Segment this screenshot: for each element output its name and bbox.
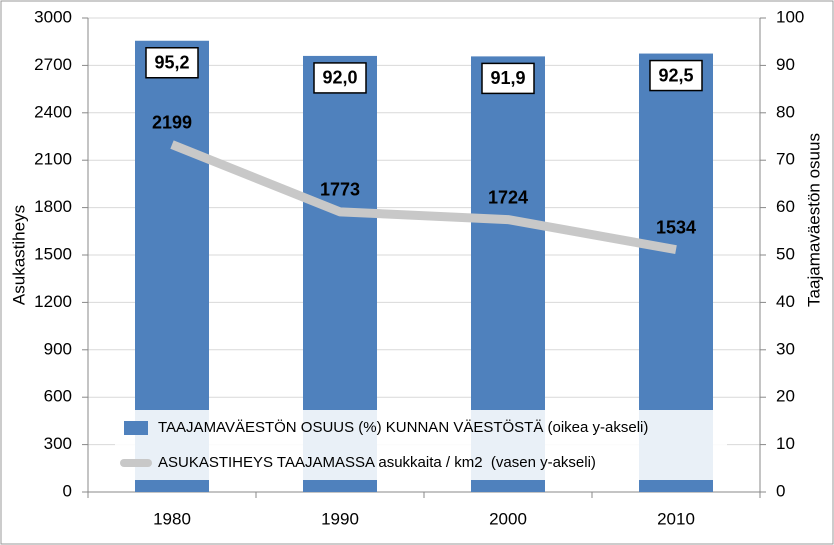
legend-box — [115, 410, 727, 480]
x-tick-label: 1980 — [153, 509, 191, 528]
x-tick-label: 2000 — [489, 509, 527, 528]
y-tick-label: 300 — [44, 434, 72, 453]
y-tick-label: 2400 — [34, 102, 72, 121]
y-tick-label: 1200 — [34, 292, 72, 311]
value-label: 2199 — [152, 112, 192, 132]
value-label-box — [649, 59, 703, 92]
value-label: 1534 — [656, 217, 696, 237]
y2-tick-label: 100 — [776, 7, 804, 26]
legend-label: TAAJAMAVÄESTÖN OSUUS (%) KUNNAN VÄESTÖST… — [158, 418, 648, 436]
y-tick-label: 900 — [44, 339, 72, 358]
line — [170, 140, 677, 255]
legend-marker — [124, 421, 148, 435]
y2-tick-label: 20 — [776, 387, 795, 406]
value-label: 1773 — [320, 180, 360, 200]
y-tick-label: 3000 — [34, 7, 72, 26]
y2-tick-label: 50 — [776, 244, 795, 263]
y2-tick-label: 90 — [776, 55, 795, 74]
y-tick-label: 2100 — [34, 150, 72, 169]
y2-tick-label: 30 — [776, 339, 795, 358]
y2-axis-title: Taajamaväestön osuus — [804, 133, 823, 307]
value-label: 1724 — [488, 187, 528, 207]
value-label-box — [313, 62, 367, 94]
legend-label: ASUKASTIHEYS TAAJAMASSA asukkaita / km2 … — [158, 454, 596, 471]
value-label-box — [481, 62, 535, 95]
y2-tick-label: 80 — [776, 102, 795, 121]
x-tick-label: 1990 — [321, 509, 359, 528]
y2-tick-label: 40 — [776, 292, 795, 311]
value-label: 92,5 — [658, 65, 693, 85]
y-tick-label: 1500 — [34, 244, 72, 263]
value-label-box — [145, 47, 199, 79]
y-tick-label: 600 — [44, 387, 72, 406]
y2-tick-label: 0 — [776, 481, 785, 500]
y-tick-label: 0 — [63, 481, 72, 500]
value-label: 92,0 — [322, 68, 357, 88]
y-tick-label: 1800 — [34, 197, 72, 216]
x-tick-label: 2010 — [657, 509, 695, 528]
y-tick-label: 2700 — [34, 55, 72, 74]
y2-tick-label: 60 — [776, 197, 795, 216]
y2-tick-label: 10 — [776, 434, 795, 453]
value-label: 91,9 — [490, 68, 525, 88]
value-label: 95,2 — [154, 53, 189, 73]
y2-tick-label: 70 — [776, 150, 795, 169]
y-axis-title: Asukastiheys — [9, 205, 28, 305]
